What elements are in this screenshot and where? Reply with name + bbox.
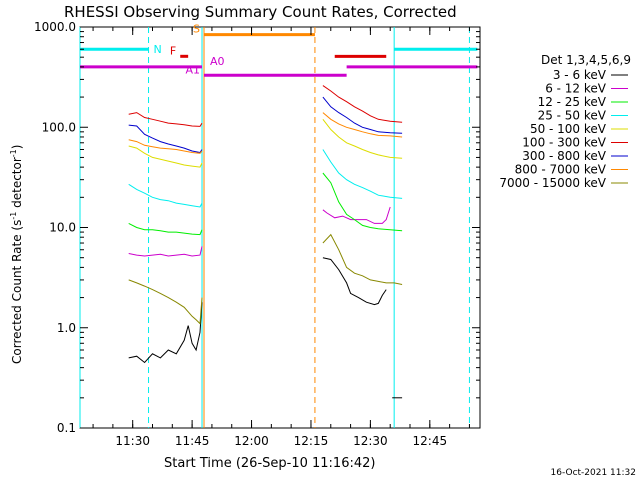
series-line xyxy=(322,112,403,138)
y-tick-label: 1.0 xyxy=(57,321,76,335)
series-line xyxy=(128,139,203,154)
series-line xyxy=(128,302,203,364)
series-line xyxy=(322,257,387,306)
chart-title: RHESSI Observing Summary Count Rates, Co… xyxy=(64,3,457,21)
legend-label: 12 - 25 keV xyxy=(538,95,607,109)
y-tick-label: 0.1 xyxy=(57,421,76,435)
series-line xyxy=(322,206,391,224)
plot-border xyxy=(79,26,481,429)
flag-layer: N F S A0 A1 xyxy=(80,23,478,77)
y-axis-label-sup1: -1 xyxy=(9,212,18,220)
series-line xyxy=(322,118,403,159)
y-axis-label-end: ) xyxy=(10,145,24,150)
y-axis-label-sup2: -1 xyxy=(9,149,18,157)
x-tick-label: 11:45 xyxy=(175,434,210,448)
x-tick-label: 12:30 xyxy=(353,434,388,448)
flag-label: S xyxy=(193,23,200,36)
legend-label: 300 - 800 keV xyxy=(522,149,606,163)
series-line xyxy=(322,172,403,232)
series-line xyxy=(322,85,403,123)
legend-label: 6 - 12 keV xyxy=(545,82,607,96)
timestamp: 16-Oct-2021 11:32 xyxy=(551,468,636,478)
series-line xyxy=(128,124,203,154)
series-line xyxy=(322,149,403,199)
y-tick-label: 10.0 xyxy=(49,221,76,235)
series-line xyxy=(322,96,403,134)
flag-label: F xyxy=(170,44,176,57)
legend-label: 7000 - 15000 keV xyxy=(499,176,606,190)
legend-title: Det 1,3,4,5,6,9 xyxy=(541,53,631,67)
vline-layer xyxy=(79,27,470,428)
legend-label: 3 - 6 keV xyxy=(553,68,607,82)
legend-label: 100 - 300 keV xyxy=(522,136,606,150)
legend-label: 800 - 7000 keV xyxy=(515,163,607,177)
y-axis-label: Corrected Count Rate (s-1 detector-1) xyxy=(9,145,24,364)
series-line xyxy=(128,246,203,257)
series-line xyxy=(128,222,203,236)
x-tick-label: 12:45 xyxy=(413,434,448,448)
y-axis-label-mid: detector xyxy=(10,157,24,212)
flag-label: A0 xyxy=(210,55,225,68)
x-axis-label: Start Time (26-Sep-10 11:16:42) xyxy=(164,456,375,471)
axis-layer: 1000.0 100.0 10.0 1.0 0.1 11:30 11:45 12:00 12:1… xyxy=(34,20,480,448)
series-line xyxy=(128,112,203,127)
series-layer xyxy=(128,85,403,399)
y-axis-label-main: Corrected Count Rate (s xyxy=(10,220,24,364)
series-line xyxy=(128,279,203,325)
y-tick-label: 100.0 xyxy=(42,120,76,134)
series-line xyxy=(322,233,403,285)
plot-frame xyxy=(79,26,481,429)
series-line xyxy=(128,145,203,168)
x-tick-label: 12:00 xyxy=(234,434,269,448)
flag-label: A1 xyxy=(185,63,200,76)
x-tick-label: 11:30 xyxy=(115,434,150,448)
legend-label: 25 - 50 keV xyxy=(538,109,607,123)
flag-label: N xyxy=(154,43,162,56)
y-tick-label: 1000.0 xyxy=(34,20,76,34)
x-tick-label: 12:15 xyxy=(294,434,329,448)
series-line xyxy=(128,183,203,208)
legend-label: 50 - 100 keV xyxy=(530,122,607,136)
